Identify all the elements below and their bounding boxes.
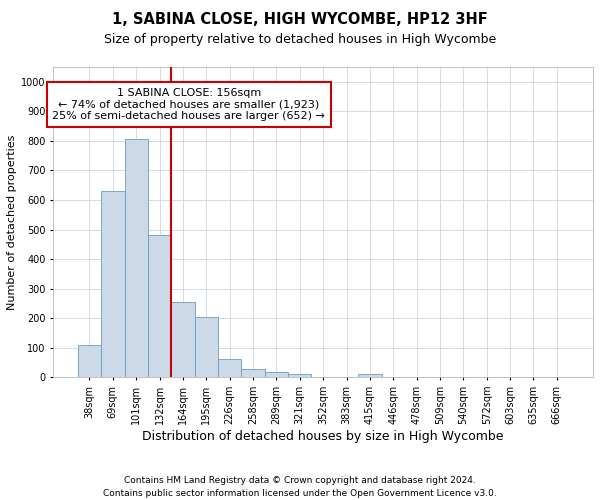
Bar [148, 236, 171, 378]
Text: 1, SABINA CLOSE, HIGH WYCOMBE, HP12 3HF: 1, SABINA CLOSE, HIGH WYCOMBE, HP12 3HF [112, 12, 488, 28]
Bar [288, 374, 311, 378]
Bar [358, 374, 382, 378]
Bar [101, 191, 125, 378]
Bar [125, 140, 148, 378]
Bar [218, 358, 241, 378]
X-axis label: Distribution of detached houses by size in High Wycombe: Distribution of detached houses by size … [142, 430, 504, 443]
Bar [78, 345, 101, 378]
Bar [171, 302, 194, 378]
Bar [265, 372, 288, 378]
Text: 1 SABINA CLOSE: 156sqm
← 74% of detached houses are smaller (1,923)
25% of semi-: 1 SABINA CLOSE: 156sqm ← 74% of detached… [52, 88, 325, 121]
Text: Size of property relative to detached houses in High Wycombe: Size of property relative to detached ho… [104, 32, 496, 46]
Bar [194, 317, 218, 378]
Text: Contains public sector information licensed under the Open Government Licence v3: Contains public sector information licen… [103, 489, 497, 498]
Bar [241, 370, 265, 378]
Y-axis label: Number of detached properties: Number of detached properties [7, 134, 17, 310]
Text: Contains HM Land Registry data © Crown copyright and database right 2024.: Contains HM Land Registry data © Crown c… [124, 476, 476, 485]
